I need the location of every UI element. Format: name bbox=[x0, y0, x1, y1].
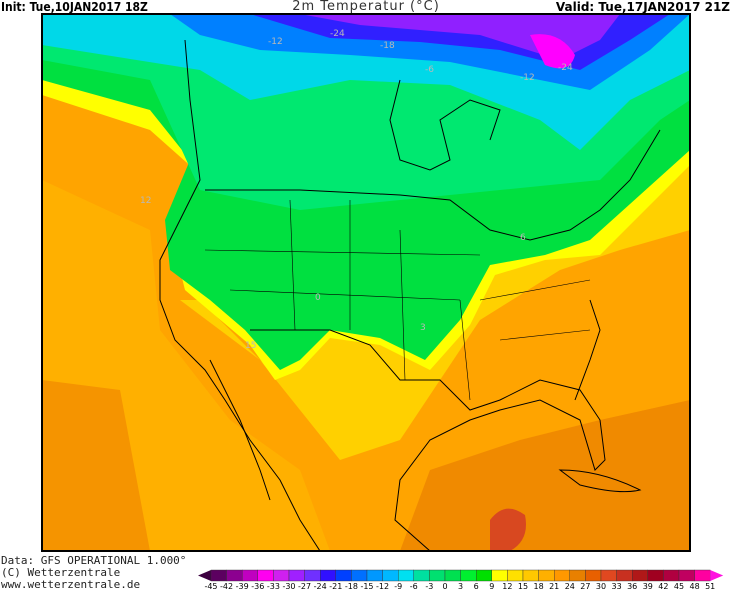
pacific-south-field bbox=[42, 380, 150, 551]
colorbar-tick-label: -36 bbox=[251, 582, 264, 590]
map-frame bbox=[41, 13, 691, 552]
colorbar-swatch bbox=[398, 569, 415, 582]
colorbar-tick-label: -33 bbox=[267, 582, 280, 590]
colorbar-tick-label: -15 bbox=[360, 582, 373, 590]
colorbar-swatch bbox=[273, 569, 290, 582]
colorbar-swatch bbox=[538, 569, 555, 582]
colorbar-tick-label: 15 bbox=[518, 582, 528, 590]
colorbar-swatch bbox=[444, 569, 461, 582]
colorbar-swatch bbox=[507, 569, 524, 582]
valid-time-label: Valid: Tue,17JAN2017 21Z bbox=[555, 0, 730, 14]
contour-label: 6 bbox=[520, 233, 526, 243]
colorbar-swatch bbox=[351, 569, 368, 582]
contour-label: -24 bbox=[558, 63, 573, 73]
colorbar-swatch bbox=[522, 569, 539, 582]
colorbar-swatch bbox=[413, 569, 430, 582]
colorbar-swatch bbox=[694, 569, 711, 582]
colorbar-tick-label: 6 bbox=[474, 582, 479, 590]
colorbar-swatch bbox=[210, 569, 227, 582]
magenta-patch bbox=[530, 34, 575, 69]
contour-labels: -24 -18 -12 -6 -24 -12 12 15 0 3 6 bbox=[140, 29, 573, 351]
colorbar-high-arrow bbox=[710, 570, 724, 581]
colorbar-swatch bbox=[382, 569, 399, 582]
contour-label: 0 bbox=[315, 293, 321, 303]
colorbar-tick-label: -30 bbox=[282, 582, 295, 590]
colorbar-swatch bbox=[429, 569, 446, 582]
colorbar-tick-label: 33 bbox=[612, 582, 622, 590]
colorbar-tick-label: 12 bbox=[502, 582, 512, 590]
contour-label: 12 bbox=[140, 196, 151, 206]
colorbar-swatch bbox=[335, 569, 352, 582]
colorbar-swatch bbox=[460, 569, 477, 582]
colorbar-tick-label: -42 bbox=[220, 582, 233, 590]
warm-patch bbox=[490, 508, 526, 551]
colorbar-tick-label: -3 bbox=[425, 582, 433, 590]
contour-label: -12 bbox=[268, 37, 283, 47]
data-source-label: Data: GFS OPERATIONAL 1.000° bbox=[1, 554, 187, 567]
colorbar-swatch bbox=[600, 569, 617, 582]
contour-label: -18 bbox=[380, 41, 395, 51]
colorbar-tick-label: 36 bbox=[627, 582, 637, 590]
init-time-label: Init: Tue,10JAN2017 18Z bbox=[1, 0, 148, 14]
colorbar-swatch bbox=[663, 569, 680, 582]
colorbar-tick-label: -27 bbox=[298, 582, 311, 590]
colorbar-tick-label: 45 bbox=[674, 582, 684, 590]
colorbar-swatch bbox=[288, 569, 305, 582]
colorbar-tick-label: -24 bbox=[314, 582, 327, 590]
contour-label: -6 bbox=[425, 65, 434, 75]
colorbar-swatch bbox=[569, 569, 586, 582]
colorbar-tick-label: 39 bbox=[643, 582, 653, 590]
gold-band bbox=[180, 160, 690, 460]
colorbar-swatch bbox=[304, 569, 321, 582]
contour-label: 15 bbox=[245, 341, 256, 351]
colorbar-swatch bbox=[257, 569, 274, 582]
colorbar-tick-label: 27 bbox=[580, 582, 590, 590]
colorbar-tick-label: -12 bbox=[376, 582, 389, 590]
coastlines bbox=[159, 39, 661, 551]
colorbar-tick-label: 48 bbox=[690, 582, 700, 590]
copyright-label: (C) Wetterzentrale bbox=[1, 566, 121, 579]
colorbar-tick-label: -21 bbox=[329, 582, 342, 590]
contour-label: -12 bbox=[520, 73, 535, 83]
gulf-field bbox=[400, 400, 690, 551]
colorbar-tick-label: 51 bbox=[705, 582, 715, 590]
colorbar-swatch bbox=[241, 569, 258, 582]
colorbar-swatch bbox=[647, 569, 664, 582]
colorbar-tick-label: 42 bbox=[658, 582, 668, 590]
website-link[interactable]: www.wetterzentrale.de bbox=[1, 578, 141, 591]
colorbar-swatch bbox=[632, 569, 649, 582]
state-borders bbox=[204, 199, 591, 401]
colorbar-tick-label: 30 bbox=[596, 582, 606, 590]
colorbar-tick-label: 9 bbox=[489, 582, 494, 590]
colorbar-swatch bbox=[585, 569, 602, 582]
colorbar-tick-label: -18 bbox=[345, 582, 358, 590]
colorbar: -45 -42 -39 -36 -33 -30 -27 -24 -21 -18 -15 -12 -9 -6… bbox=[198, 569, 724, 590]
contour-label: -24 bbox=[330, 29, 345, 39]
colorbar-tick-label: 0 bbox=[442, 582, 447, 590]
colorbar-swatch bbox=[491, 569, 508, 582]
colorbar-tick-label: -45 bbox=[204, 582, 217, 590]
contour-label: 3 bbox=[420, 323, 426, 333]
colorbar-tick-label: -39 bbox=[236, 582, 249, 590]
colorbar-swatch bbox=[226, 569, 243, 582]
colorbar-tick-label: -9 bbox=[394, 582, 402, 590]
colorbar-swatch bbox=[554, 569, 571, 582]
colorbar-tick-label: 3 bbox=[458, 582, 463, 590]
colorbar-low-arrow bbox=[198, 570, 211, 581]
colorbar-swatch bbox=[320, 569, 337, 582]
colorbar-swatch bbox=[366, 569, 383, 582]
colorbar-swatch bbox=[616, 569, 633, 582]
colorbar-tick-label: 24 bbox=[565, 582, 575, 590]
colorbar-tick-label: 18 bbox=[534, 582, 544, 590]
colorbar-tick-label: 21 bbox=[549, 582, 559, 590]
colorbar-tick-label: -6 bbox=[410, 582, 418, 590]
map-title: 2m Temperatur (°C) bbox=[292, 0, 440, 14]
colorbar-swatch bbox=[476, 569, 493, 582]
colorbar-swatch bbox=[678, 569, 695, 582]
